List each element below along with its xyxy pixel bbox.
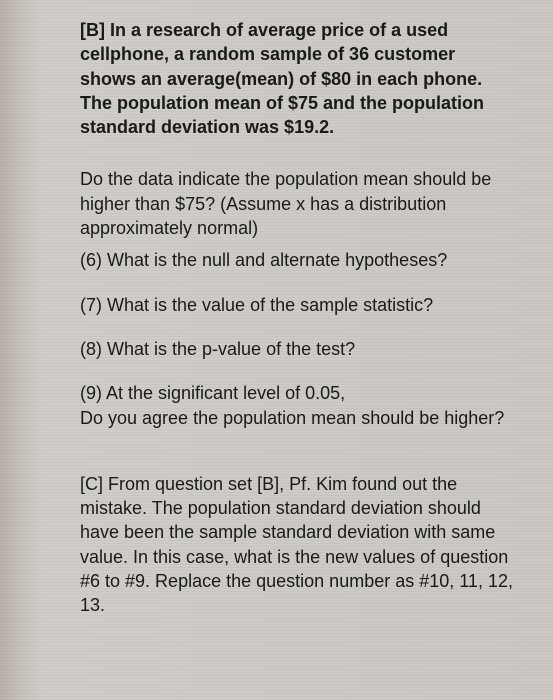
question-7: (7) What is the value of the sample stat…: [80, 293, 513, 317]
section-b-intro: [B] In a research of average price of a …: [80, 18, 513, 139]
lead-in-paragraph: Do the data indicate the population mean…: [80, 167, 513, 240]
question-6: (6) What is the null and alternate hypot…: [80, 248, 513, 272]
question-9: (9) At the significant level of 0.05, Do…: [80, 381, 513, 430]
question-9-line-1: (9) At the significant level of 0.05,: [80, 381, 513, 405]
document-page: [B] In a research of average price of a …: [0, 0, 553, 638]
question-8: (8) What is the p-value of the test?: [80, 337, 513, 361]
question-9-line-2: Do you agree the population mean should …: [80, 406, 513, 430]
section-c-paragraph: [C] From question set [B], Pf. Kim found…: [80, 472, 513, 618]
